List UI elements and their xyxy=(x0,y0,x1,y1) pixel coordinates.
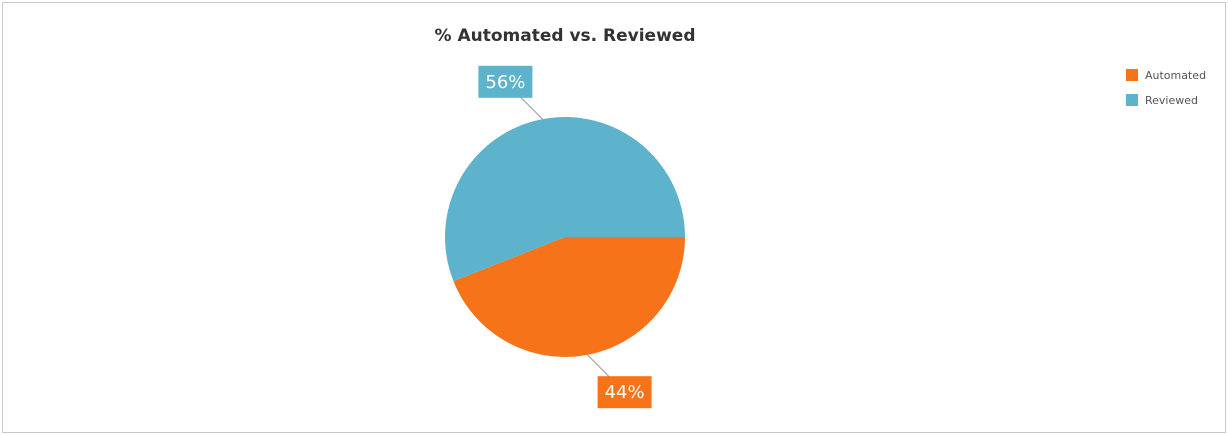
label-box xyxy=(597,376,652,409)
legend-label: Automated xyxy=(1145,69,1206,82)
label-box xyxy=(478,65,533,98)
legend-swatch xyxy=(1126,69,1138,81)
chart-title: % Automated vs. Reviewed xyxy=(435,26,696,46)
data-label: 44% xyxy=(605,382,645,403)
pie-slice xyxy=(453,237,685,357)
legend-label: Reviewed xyxy=(1145,94,1198,107)
legend-swatch xyxy=(1126,94,1138,106)
pie-slice xyxy=(445,117,685,282)
data-label: 56% xyxy=(485,72,525,93)
